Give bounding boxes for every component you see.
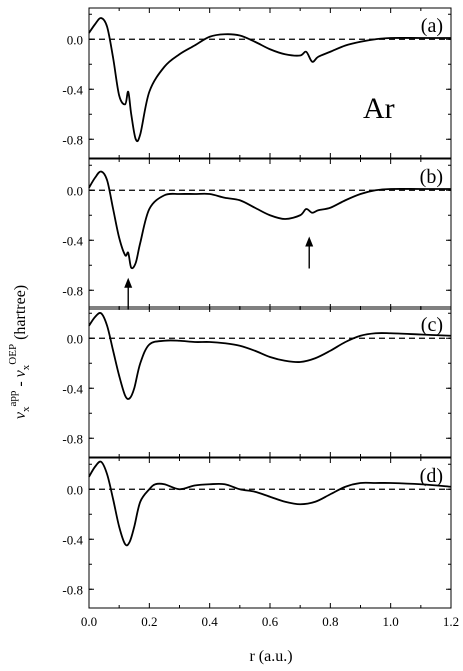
ylabel-sup-app: app [7,390,19,406]
y-tick-label: -0.4 [62,233,83,248]
panel-a: 0.0 -0.4 -0.8 (a) Ar [62,7,452,159]
x-tick-label: 1.0 [383,614,399,629]
y-tick-label: -0.8 [62,132,83,147]
panel-label: (c) [421,314,443,336]
x-axis-label: r (a.u.) [249,648,292,665]
panel-frame [88,306,452,458]
y-tick-label: 0.0 [67,331,83,346]
x-tick-label: 0.8 [322,614,338,629]
panel-c: 0.0 -0.4 -0.8 (c) [62,306,452,458]
data-curve [88,312,452,400]
y-tick-label: 0.0 [67,482,83,497]
arrow-head [305,236,314,247]
data-curve [88,17,451,143]
x-tick-label: 0.6 [262,614,279,629]
y-tick-label: -0.8 [62,582,83,597]
data-curve [88,460,452,547]
panels: 0.0 -0.4 -0.8 (a) Ar 0.0 -0.4 -0.8 (b) 0.0 -0.4 -0.… [62,7,459,629]
y-tick-label: -0.4 [62,532,83,547]
y-tick-label: -0.4 [62,381,83,396]
data-curve [88,170,451,270]
ylabel-sup-oep: OEP [7,344,19,365]
y-tick-label: -0.8 [62,431,83,446]
ylabel-unit: (hartree) [12,285,29,340]
panel-label: (a) [421,15,443,37]
x-tick-label: 0.2 [141,614,157,629]
y-axis-label: vxapp - vxOEP (hartree) [7,285,32,419]
panel-frame [88,457,452,609]
element-annotation: Ar [363,92,395,125]
panel-frame [88,158,452,310]
panel-label: (d) [420,465,443,487]
x-tick-label: 0.0 [81,614,97,629]
y-tick-label: 0.0 [67,183,83,198]
x-tick-label: 0.4 [202,614,219,629]
panel-label: (b) [420,166,443,188]
arrow-head [124,277,133,288]
y-tick-label: -0.4 [62,82,83,97]
panel-b: 0.0 -0.4 -0.8 (b) [62,158,452,310]
y-tick-label: -0.8 [62,283,83,298]
x-tick-label: 1.2 [443,614,459,629]
panel-frame [88,7,452,159]
y-tick-label: 0.0 [67,32,83,47]
panel-d: 0.0 -0.4 -0.8 0.0 0.2 0.4 0.6 0.8 1.0 1.2 (d) [62,457,459,629]
